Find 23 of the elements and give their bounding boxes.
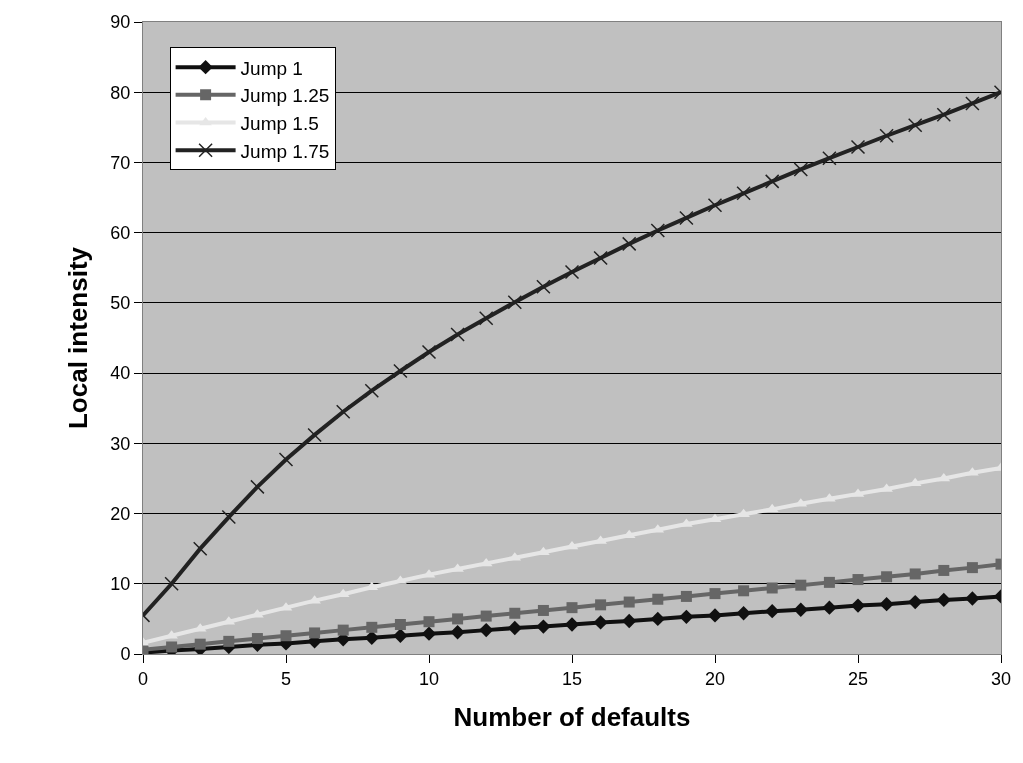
y-tick-label: 20 — [110, 503, 131, 524]
x-tick-label: 30 — [990, 668, 1012, 689]
x-tick-label: 25 — [847, 668, 869, 689]
x-tick-label: 5 — [280, 668, 292, 689]
x-tick-label: 20 — [704, 668, 726, 689]
legend-label: Jump 1.5 — [240, 112, 319, 134]
y-tick-label: 50 — [110, 293, 131, 314]
y-tick-label: 90 — [110, 12, 131, 33]
y-axis-title: Local intensity — [62, 246, 93, 430]
y-tick-label: 30 — [110, 433, 131, 454]
x-axis-title: Number of defaults — [453, 702, 691, 733]
y-tick-label: 60 — [110, 222, 131, 243]
y-tick-label: 40 — [110, 363, 131, 384]
y-tick-label: 80 — [110, 82, 131, 103]
y-tick-label: 0 — [120, 644, 131, 665]
x-tick-label: 10 — [418, 668, 440, 689]
x-tick-label: 15 — [561, 668, 583, 689]
legend-label: Jump 1.75 — [240, 140, 330, 162]
legend-label: Jump 1 — [240, 57, 303, 79]
y-tick-label: 10 — [110, 574, 131, 595]
legend-label: Jump 1.25 — [240, 85, 330, 107]
y-tick-label: 70 — [110, 152, 131, 173]
x-tick-label: 0 — [137, 668, 149, 689]
